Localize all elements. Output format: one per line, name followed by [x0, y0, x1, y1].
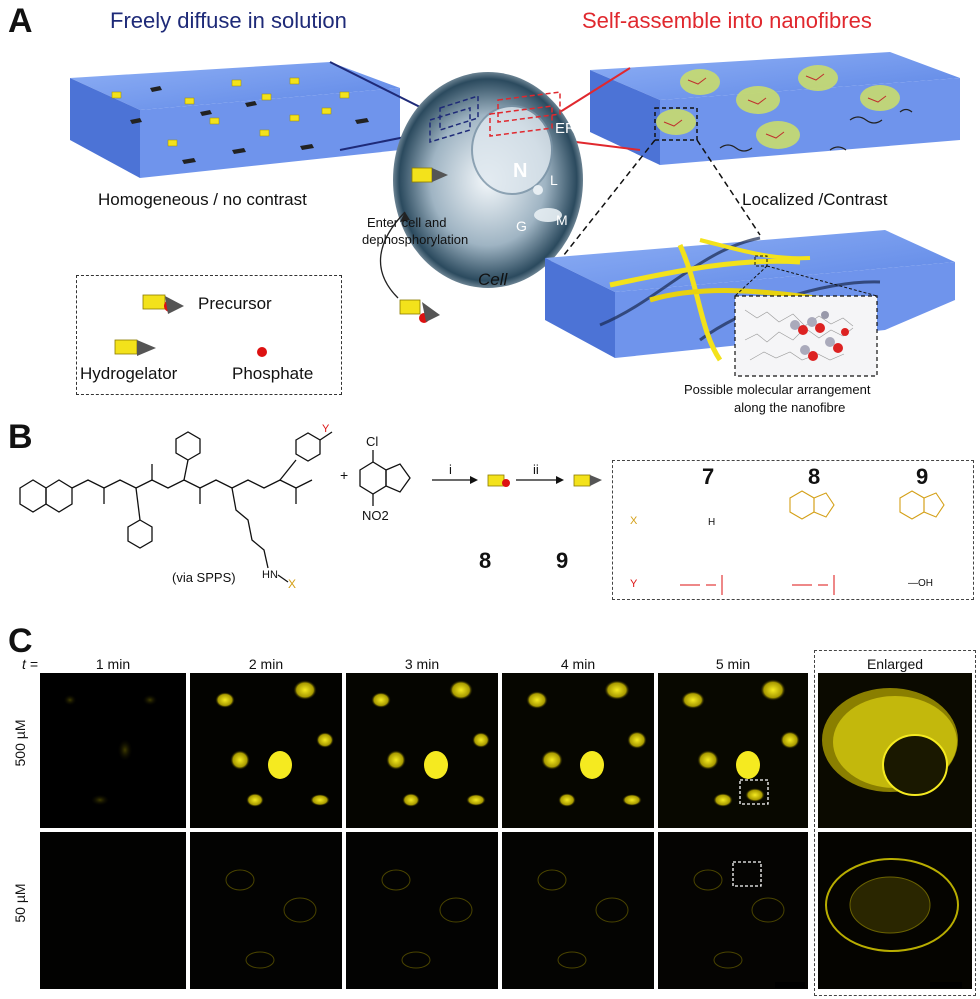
- substituent-table: [612, 460, 974, 600]
- compound-8-label: 8: [479, 548, 492, 573]
- panel-b-chemistry: Y HN X +: [19, 423, 945, 595]
- step-i: i: [449, 462, 452, 477]
- right-caption: Localized /Contrast: [742, 190, 888, 209]
- right-gel-slab: [590, 52, 960, 165]
- col-label-2: 2 min: [248, 656, 284, 672]
- organelle-l: L: [550, 172, 558, 188]
- organelle-m: M: [556, 212, 568, 228]
- molecular-caption-1: Possible molecular arrangement: [684, 382, 871, 397]
- left-caption: Homogeneous / no contrast: [98, 190, 307, 209]
- svg-text:+: +: [340, 467, 348, 483]
- col-label-4: 4 min: [560, 656, 596, 672]
- col-label-1: 1 min: [95, 656, 131, 672]
- table-y9: —OH: [908, 578, 933, 589]
- time-label: t =: [22, 656, 38, 672]
- table-row-x: X: [630, 515, 638, 527]
- reagent-no2: NO2: [362, 508, 389, 523]
- svg-text:Y: Y: [322, 423, 330, 435]
- enter-text-1: Enter cell and: [367, 215, 447, 230]
- molecular-caption-2: along the nanofibre: [734, 400, 846, 415]
- table-x7: H: [708, 517, 716, 528]
- panel-letter-a: A: [8, 2, 33, 40]
- col-label-3: 3 min: [404, 656, 440, 672]
- legend-phosphate: Phosphate: [232, 364, 314, 383]
- svg-text:HN: HN: [262, 569, 278, 581]
- enlarged-box: [814, 650, 976, 996]
- organelle-g: G: [516, 218, 527, 234]
- left-gel-slab: [70, 62, 400, 178]
- col-label-enlarged: Enlarged: [866, 656, 924, 672]
- legend-hydrogelator: Hydrogelator: [80, 364, 178, 383]
- table-row-y: Y: [630, 578, 638, 590]
- step-ii: ii: [533, 462, 539, 477]
- panel-a-illustration: [70, 52, 960, 377]
- legend-box: [76, 275, 342, 395]
- legend-precursor: Precursor: [198, 294, 272, 313]
- reagent-cl: Cl: [366, 434, 379, 449]
- cell-label: Cell: [478, 270, 508, 289]
- table-header-8: 8: [808, 464, 821, 489]
- nanofibre-slab: [545, 230, 955, 377]
- svg-text:X: X: [288, 577, 296, 591]
- organelle-er: ER: [555, 120, 576, 137]
- panel-letter-c: C: [8, 622, 33, 660]
- panel-letter-b: B: [8, 418, 33, 456]
- enter-text-2: dephosphorylation: [362, 232, 469, 247]
- right-title: Self-assemble into nanofibres: [582, 8, 872, 33]
- compound-9-label: 9: [556, 548, 569, 573]
- table-header-7: 7: [702, 464, 715, 489]
- cell-illustration: [379, 72, 583, 323]
- organelle-n: N: [513, 160, 528, 182]
- col-label-5: 5 min: [715, 656, 751, 672]
- table-header-9: 9: [916, 464, 929, 489]
- via-spps: (via SPPS): [172, 570, 236, 585]
- legend-icons: [114, 294, 267, 357]
- left-title: Freely diffuse in solution: [110, 8, 347, 33]
